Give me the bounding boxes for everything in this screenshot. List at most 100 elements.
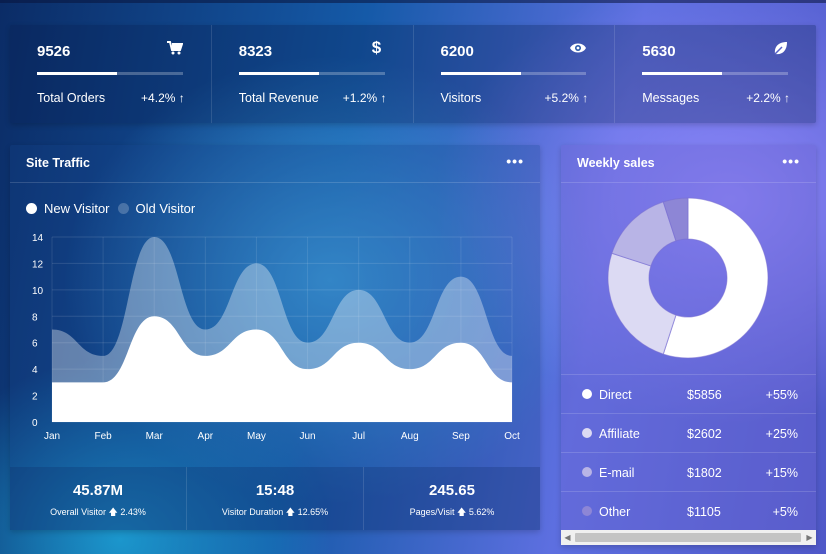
divider — [10, 182, 540, 183]
x-tick-label: Mar — [146, 431, 164, 442]
stats-panel: 9526 Total Orders +4.2% ↑ 8323 $ Total R… — [10, 25, 816, 123]
panel-title: Weekly sales — [577, 156, 655, 170]
x-tick-label: Apr — [198, 431, 214, 442]
stat-progress-fill — [642, 72, 723, 75]
row-bullet — [582, 389, 592, 399]
summary-label: Pages/Visit 🡅 5.62% — [364, 505, 540, 521]
summary-label-text: Pages/Visit — [409, 507, 455, 517]
summary-label: Visitor Duration 🡅 12.65% — [187, 505, 363, 521]
scroll-right-icon[interactable]: ▶ — [806, 533, 813, 542]
cart-icon — [166, 40, 183, 56]
legend-item-old[interactable]: Old Visitor — [117, 201, 196, 216]
donut-slice-direct[interactable] — [662, 197, 769, 359]
stat-value: 6200 — [440, 43, 474, 60]
y-tick-label: 4 — [32, 365, 38, 376]
row-amount: $5856 — [687, 388, 722, 402]
legend-label: Old Visitor — [135, 201, 196, 216]
more-menu-icon[interactable]: ••• — [506, 153, 524, 169]
x-tick-label: Jan — [44, 431, 60, 442]
row-name: Other — [599, 505, 631, 519]
y-tick-label: 14 — [32, 233, 44, 244]
summary-change: 12.65% — [297, 507, 329, 517]
leaf-icon — [772, 40, 788, 56]
donut-slice-other[interactable] — [662, 197, 689, 242]
y-tick-label: 10 — [32, 286, 44, 297]
x-tick-label: Jul — [352, 431, 365, 442]
stat-change: +1.2% ↑ — [343, 91, 387, 105]
x-tick-label: Jun — [299, 431, 315, 442]
stat-change: +4.2% ↑ — [141, 91, 185, 105]
horizontal-scrollbar[interactable]: ◀ ▶ — [561, 530, 816, 545]
donut-slice-affiliate[interactable] — [607, 252, 677, 355]
x-tick-label: Sep — [452, 431, 470, 442]
chart-legend: New Visitor Old Visitor — [26, 201, 203, 216]
arrow-up-icon: ↑ — [178, 91, 185, 105]
y-tick-label: 6 — [32, 339, 38, 350]
stat-value: 8323 — [238, 43, 273, 60]
arrow-up-icon: ↑ — [582, 91, 589, 105]
y-tick-label: 12 — [32, 259, 44, 270]
summary-overall-visitor: 45.87M Overall Visitor 🡅 2.43% — [10, 467, 187, 530]
stat-progress-bar — [37, 72, 183, 75]
stat-visitors: 6200 Visitors +5.2% ↑ — [414, 25, 616, 123]
dollar-icon: $ — [371, 38, 382, 57]
x-tick-label: Feb — [94, 431, 112, 442]
stat-change: +2.2% ↑ — [746, 91, 790, 105]
traffic-chart: 0 2 4 6 8 10 12 14 Jan Feb Mar Apr May Jun Jul Aug Sep Oc… — [32, 233, 520, 442]
row-percent: +55% — [765, 388, 798, 402]
arrow-up-icon: 🡅 — [285, 507, 296, 517]
x-tick-label: May — [247, 431, 266, 442]
stat-label: Total Orders — [37, 91, 106, 105]
divider — [561, 182, 816, 183]
stat-progress-bar — [238, 72, 385, 75]
stat-messages: 5630 Messages +2.2% ↑ — [615, 25, 816, 123]
arrow-up-icon: 🡅 — [108, 507, 118, 517]
x-tick-label: Aug — [401, 431, 419, 442]
stat-value: 9526 — [37, 43, 71, 60]
row-percent: +25% — [765, 427, 798, 441]
traffic-summary: 45.87M Overall Visitor 🡅 2.43% 15:48 Vis… — [10, 467, 540, 530]
scrollbar-thumb[interactable] — [575, 533, 801, 542]
arrow-up-icon: ↑ — [784, 91, 790, 105]
panel-title: Site Traffic — [26, 156, 90, 170]
site-traffic-panel: Site Traffic ••• New Visitor Old Visitor… — [10, 145, 540, 530]
arrow-up-icon: 🡅 — [457, 507, 467, 517]
stat-label: Visitors — [440, 91, 482, 105]
eye-icon — [570, 40, 587, 56]
sales-row-other: Other $1105 +5% — [561, 491, 816, 530]
y-tick-label: 2 — [32, 392, 38, 403]
summary-label-text: Overall Visitor — [50, 507, 107, 517]
summary-visitor-duration: 15:48 Visitor Duration 🡅 12.65% — [187, 467, 364, 530]
series-area-new-visitor — [52, 316, 512, 422]
row-amount: $2602 — [687, 427, 722, 441]
stat-change: +5.2% ↑ — [545, 91, 589, 105]
row-name: Direct — [599, 388, 632, 402]
summary-label: Overall Visitor 🡅 2.43% — [10, 505, 186, 521]
summary-value: 45.87M — [72, 482, 124, 499]
row-name: Affiliate — [599, 427, 640, 441]
legend-swatch — [117, 203, 129, 214]
stat-change-value: +1.2% — [342, 91, 378, 105]
stat-change-value: +2.2% — [746, 91, 781, 105]
row-bullet — [582, 506, 592, 516]
scroll-left-icon[interactable]: ◀ — [564, 533, 571, 542]
legend-item-new[interactable]: New Visitor — [26, 201, 110, 216]
row-bullet — [582, 428, 592, 438]
stat-progress-fill — [238, 72, 319, 75]
row-amount: $1802 — [687, 466, 722, 480]
summary-pages-visit: 245.65 Pages/Visit 🡅 5.62% — [364, 467, 540, 530]
sales-row-email: E-mail $1802 +15% — [561, 452, 816, 491]
stat-progress-bar — [642, 72, 788, 75]
stat-label: Total Revenue — [238, 91, 319, 105]
stat-value: 5630 — [642, 43, 676, 60]
stat-progress-bar — [440, 72, 587, 75]
stat-total-orders: 9526 Total Orders +4.2% ↑ — [10, 25, 212, 123]
row-percent: +5% — [772, 505, 798, 519]
summary-label-text: Visitor Duration — [221, 507, 284, 517]
more-menu-icon[interactable]: ••• — [782, 153, 800, 169]
row-bullet — [582, 467, 592, 477]
stat-progress-fill — [37, 72, 118, 75]
row-percent: +15% — [765, 466, 798, 480]
stat-change-value: +4.2% — [141, 91, 176, 105]
top-bar — [0, 0, 826, 3]
